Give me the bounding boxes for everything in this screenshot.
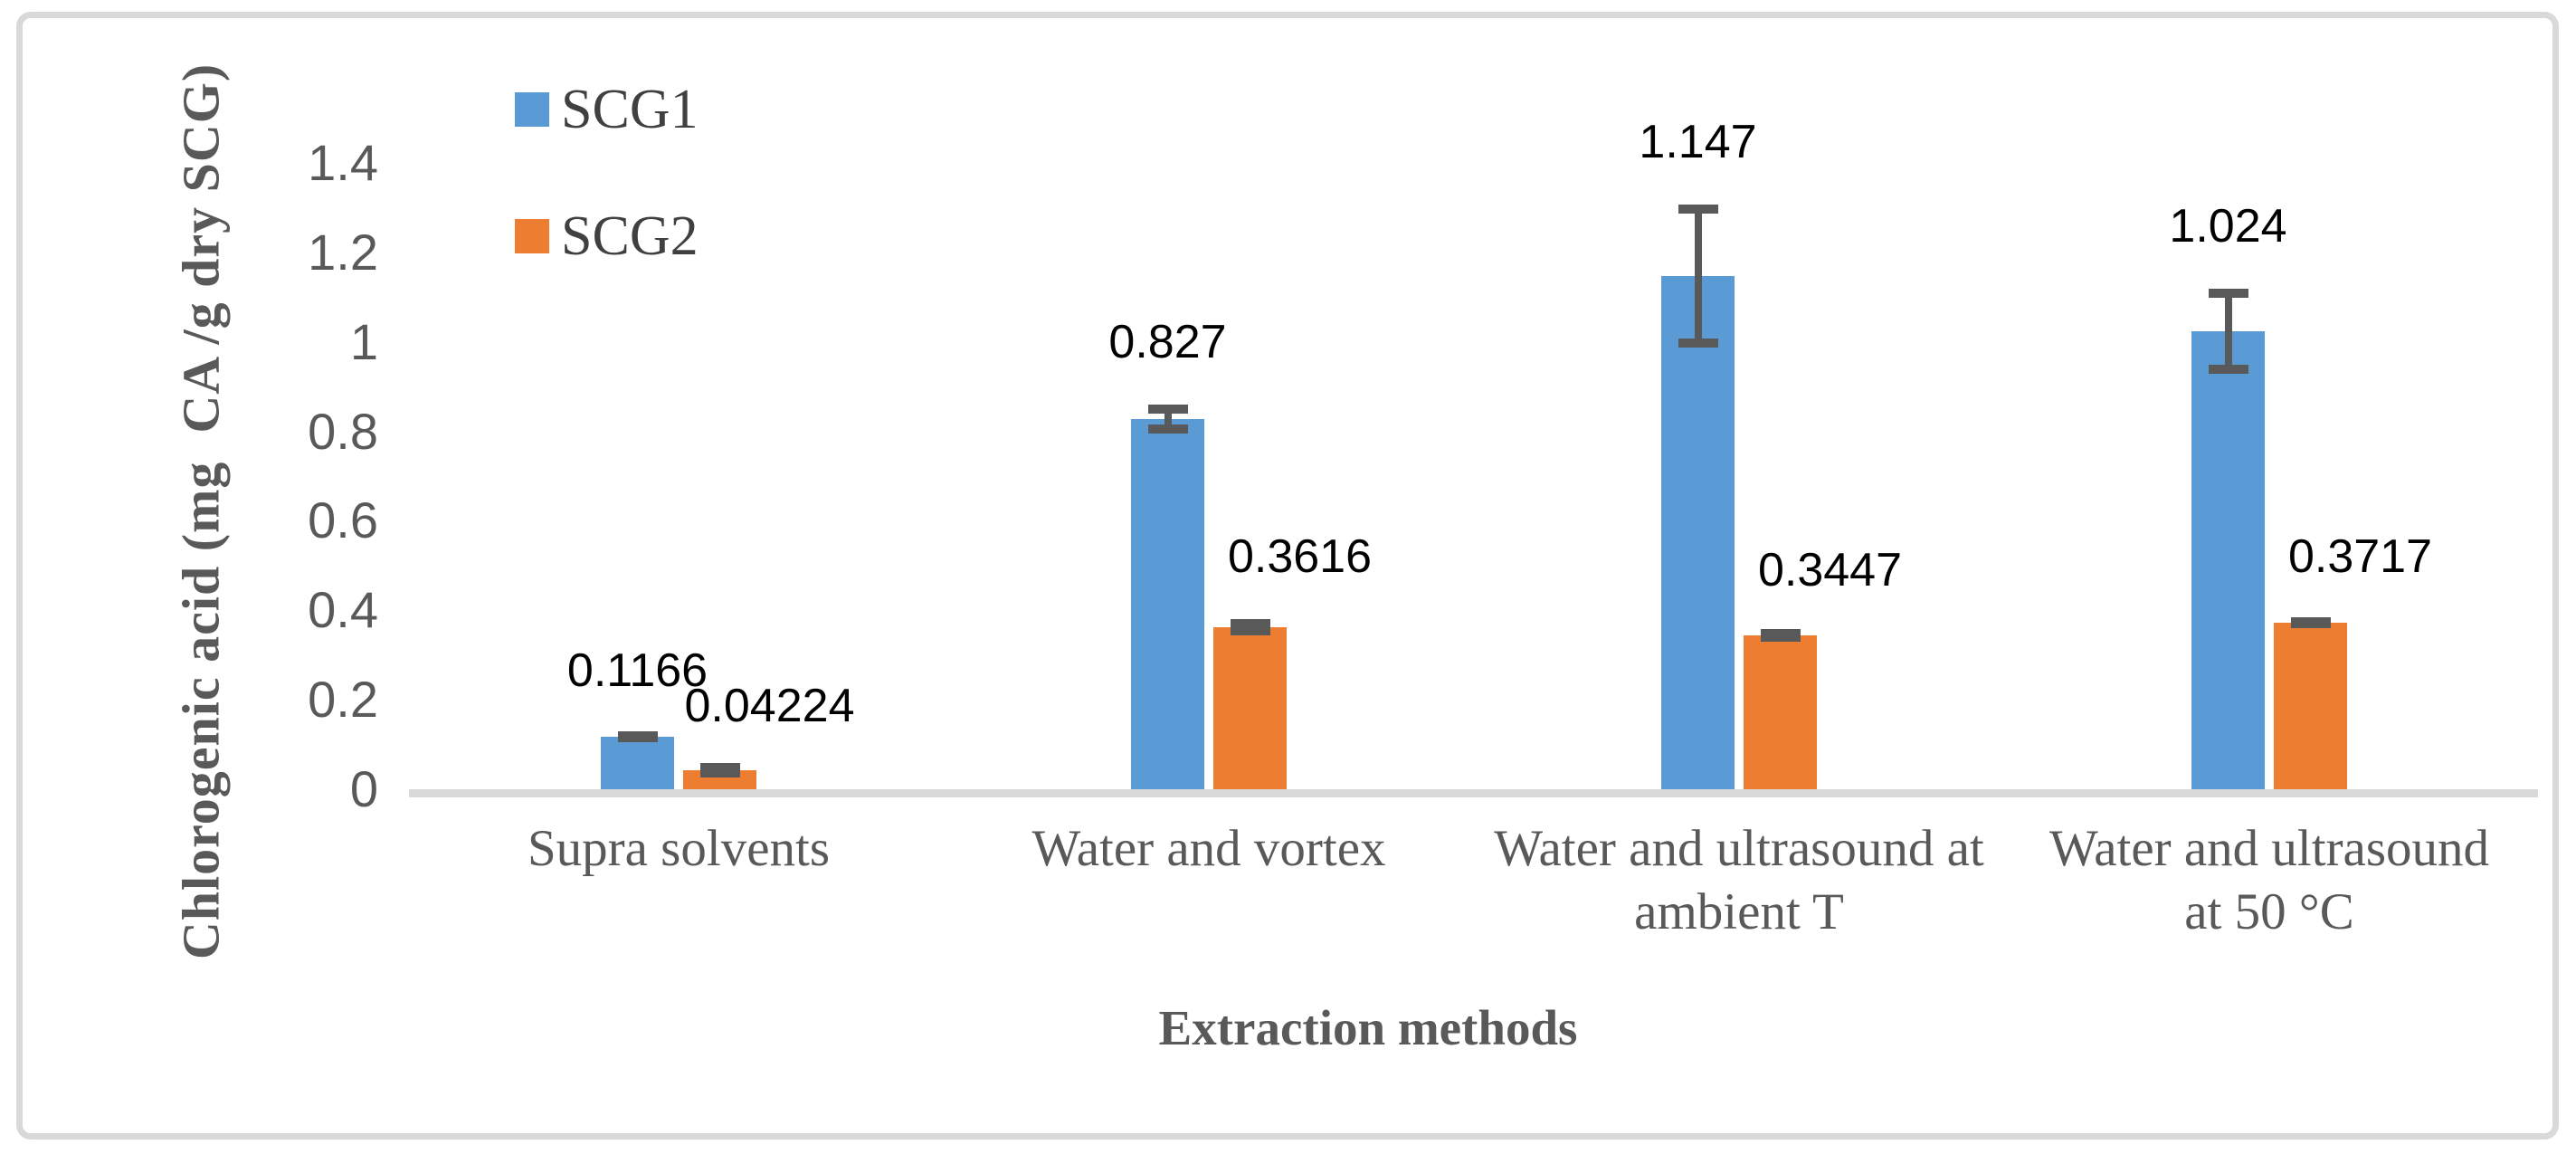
legend-item-scg2: SCG2 <box>515 205 699 267</box>
error-bar-cap <box>2208 364 2248 374</box>
data-label-scg1-cat3: 1.147 <box>1639 115 1757 168</box>
data-label-scg2-cat3: 0.3447 <box>1757 543 1903 596</box>
legend-item-scg1: SCG1 <box>515 79 699 140</box>
bar-scg1-cat3 <box>1661 276 1735 789</box>
y-tick-label: 0 <box>349 760 378 817</box>
legend-swatch-scg1 <box>515 92 549 127</box>
data-label-scg2-cat2: 0.3616 <box>1227 530 1373 584</box>
category-label: Water and ultrasound at 50 °C <box>2048 820 2490 940</box>
error-bar <box>2224 288 2232 374</box>
category-label: Supra solvents <box>527 820 831 877</box>
error-bar-cap <box>1230 626 1270 636</box>
error-bar-cap <box>1230 619 1270 629</box>
data-label-scg2-cat4: 0.3717 <box>2287 530 2433 584</box>
category-label: Water and ultrasound at ambient T <box>1494 820 1984 940</box>
error-bar-cap <box>699 768 740 778</box>
error-bar <box>1694 204 1702 348</box>
error-bar-cap <box>1760 628 1801 638</box>
bar-scg1-cat1 <box>601 737 674 789</box>
error-bar-cap <box>1678 339 1718 348</box>
y-tick-label: 0.4 <box>308 581 378 639</box>
x-axis-title: Extraction methods <box>1158 1000 1578 1055</box>
data-label-scg1-cat1: 0.1166 <box>566 644 708 698</box>
data-label-scg1-cat4: 1.024 <box>2169 199 2287 253</box>
data-label-scg1-cat2: 0.827 <box>1108 316 1227 369</box>
error-bar-cap <box>2290 617 2331 627</box>
bar-scg1-cat2 <box>1131 419 1204 789</box>
bar-scg1-cat4 <box>2191 330 2265 789</box>
y-tick-label: 0.2 <box>308 671 378 729</box>
figure-border <box>16 12 2559 1140</box>
y-tick-label: 0.6 <box>308 491 378 549</box>
error-bar-cap <box>617 731 658 741</box>
y-tick-label: 1.4 <box>308 133 378 191</box>
legend-label: SCG1 <box>561 79 699 140</box>
legend-label: SCG2 <box>561 205 699 267</box>
error-bar <box>1164 405 1172 434</box>
error-bar-cap <box>1147 405 1188 415</box>
bar-scg2-cat3 <box>1744 634 1817 789</box>
x-axis-line <box>409 789 2538 797</box>
y-tick-label: 1 <box>349 312 378 370</box>
error-bar-cap <box>1678 204 1718 214</box>
error-bar-cap <box>1147 424 1188 434</box>
bar-scg2-cat4 <box>2274 623 2347 789</box>
y-tick-label: 0.8 <box>308 402 378 460</box>
legend: SCG1 SCG2 <box>515 79 699 343</box>
bar-scg2-cat2 <box>1213 627 1287 789</box>
data-label-scg2-cat1: 0.04224 <box>684 680 855 733</box>
y-tick-label: 1.2 <box>308 223 378 281</box>
error-bar-cap <box>699 763 740 773</box>
error-bar-cap <box>2208 288 2248 298</box>
category-label: Water and vortex <box>1031 820 1386 877</box>
legend-swatch-scg2 <box>515 219 549 253</box>
